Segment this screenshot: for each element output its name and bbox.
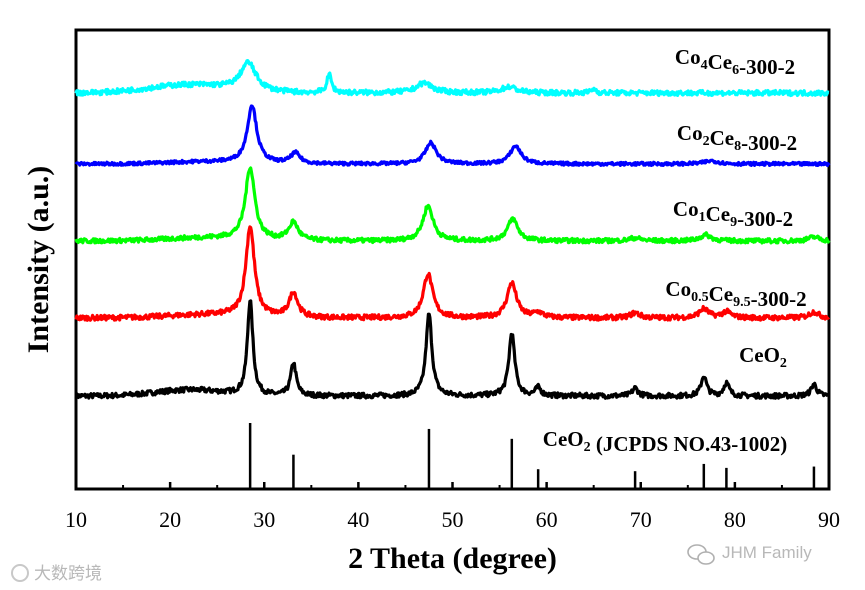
x-tick-label: 50 xyxy=(442,507,464,532)
x-tick-label: 40 xyxy=(347,507,369,532)
x-tick-label: 90 xyxy=(818,507,840,532)
series-line-Co0.5Ce9.5-300-2 xyxy=(74,225,831,322)
watermark-right-text: JHM Family xyxy=(722,543,812,562)
x-tick-label: 70 xyxy=(630,507,652,532)
watermark-right: JHM Family xyxy=(687,543,812,565)
x-axis: 10 20 30 40 50 60 70 80 90 xyxy=(65,482,840,532)
series-line-Co1Ce9-300-2 xyxy=(74,166,831,245)
series-label-Co0.5Ce9.5-300-2: Co0.5Ce9.5-300-2 xyxy=(665,277,806,311)
x-axis-title: 2 Theta (degree) xyxy=(348,542,557,575)
y-axis-title: Intensity (a.u.) xyxy=(22,166,55,354)
series-line-CeO2 xyxy=(74,299,831,400)
x-tick-label: 20 xyxy=(159,507,181,532)
reference-sticks xyxy=(248,423,816,489)
series-label-CeO2: CeO2 xyxy=(739,343,787,371)
series-label-Co4Ce6-300-2: Co4Ce6-300-2 xyxy=(675,45,795,79)
reference-label: CeO2 (JCPDS NO.43-1002) xyxy=(543,427,787,456)
series-layer xyxy=(74,59,831,400)
series-label-Co1Ce9-300-2: Co1Ce9-300-2 xyxy=(673,197,793,231)
wechat-icon xyxy=(687,544,715,565)
watermark-left: 大数跨境 xyxy=(11,564,102,583)
plot-frame xyxy=(74,28,831,491)
x-tick-label: 80 xyxy=(724,507,746,532)
watermark-logo-icon xyxy=(11,564,29,582)
series-label-Co2Ce8-300-2: Co2Ce8-300-2 xyxy=(677,121,797,155)
series-labels: CeO2 Co0.5Ce9.5-300-2 Co1Ce9-300-2 Co2Ce8-3… xyxy=(543,45,807,456)
watermark-left-text: 大数跨境 xyxy=(34,564,102,583)
plot-area: CeO2 Co0.5Ce9.5-300-2 Co1Ce9-300-2 Co2Ce8-3… xyxy=(65,28,840,532)
x-tick-label: 10 xyxy=(65,507,87,532)
series-line-Co2Ce8-300-2 xyxy=(74,104,831,168)
x-tick-label: 30 xyxy=(253,507,275,532)
x-tick-label: 60 xyxy=(536,507,558,532)
series-line-Co4Ce6-300-2 xyxy=(74,59,830,98)
